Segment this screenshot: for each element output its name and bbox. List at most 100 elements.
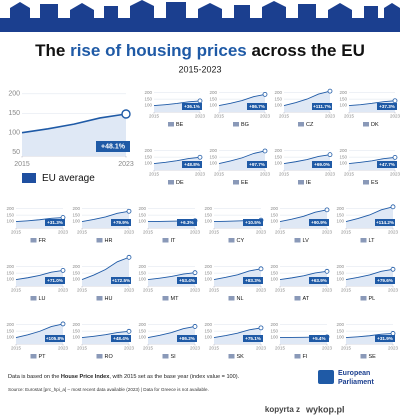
- x-tick-label: 2023: [390, 172, 400, 177]
- chart-label: HU: [105, 296, 113, 302]
- y-tick-label: 200: [336, 206, 344, 211]
- y-tick-label: 150: [6, 328, 14, 333]
- y-tick-label: 200: [204, 264, 212, 269]
- x-tick-label: 2015: [77, 346, 88, 351]
- x-tick-label: 2023: [256, 346, 267, 351]
- skyline-base: [0, 18, 400, 32]
- y-tick-label: 200: [144, 148, 152, 153]
- y-tick-label: 150: [339, 96, 347, 101]
- x-tick-label: 2015: [143, 288, 154, 293]
- line: [81, 330, 130, 339]
- y-tick-label: 150: [144, 154, 152, 159]
- y-tick-label: 150: [270, 270, 278, 275]
- y-tick-label: 200: [72, 206, 80, 211]
- logo-text: Parliament: [338, 379, 374, 386]
- x-tick-label: 2015: [279, 172, 290, 177]
- y-tick-label: 150: [336, 212, 344, 217]
- annotation: +48.4%: [113, 336, 129, 341]
- chart-label: DE: [176, 180, 184, 186]
- subtitle: 2015-2023: [178, 64, 221, 74]
- annotation: +105.8%: [46, 336, 64, 341]
- annotation: +71.0%: [47, 278, 63, 283]
- annotation-box: [377, 103, 397, 110]
- y-tick-label: 200: [72, 264, 80, 269]
- line: [348, 156, 396, 165]
- x-tick-label: 2023: [195, 172, 206, 177]
- annotation: +31.9%: [377, 336, 393, 341]
- y-tick-label: 100: [144, 103, 152, 108]
- y-tick-label: 150: [6, 270, 14, 275]
- x-tick-label: 2023: [388, 230, 399, 235]
- y-tick-label: 150: [270, 212, 278, 217]
- y-tick-label: 150: [209, 154, 217, 159]
- annotation: +48.1%: [101, 144, 126, 151]
- y-tick-label: 100: [72, 335, 80, 340]
- x-tick-label: 2015: [14, 161, 30, 168]
- end-point: [60, 321, 66, 327]
- note-part: Data is based on the: [8, 374, 61, 380]
- y-tick-label: 100: [339, 161, 347, 166]
- y-tick-label: 150: [336, 328, 344, 333]
- end-point: [258, 325, 264, 331]
- flag: [162, 296, 169, 301]
- chart-label: EU average: [42, 173, 95, 184]
- y-tick-label: 200: [336, 264, 344, 269]
- y-tick-label: 150: [8, 110, 20, 117]
- end-point: [327, 88, 333, 94]
- annotation-box: [182, 161, 202, 168]
- x-tick-label: 2023: [58, 288, 69, 293]
- annotation-box: [243, 277, 263, 284]
- house: [104, 6, 118, 18]
- annotation: +79.6%: [377, 278, 393, 283]
- annotation-box: [177, 219, 197, 226]
- x-tick-label: 2023: [190, 288, 201, 293]
- annotation-box: [247, 161, 267, 168]
- skyline: [0, 0, 400, 32]
- annotation: +63.9%: [311, 278, 327, 283]
- chart-label: BG: [241, 122, 249, 128]
- annotation: +114.2%: [376, 220, 394, 225]
- end-point: [126, 328, 132, 334]
- annotation-box: [375, 219, 395, 226]
- y-tick-label: 100: [138, 219, 146, 224]
- line: [345, 206, 394, 222]
- x-tick-label: 2023: [325, 114, 336, 119]
- x-tick-label: 2023: [58, 230, 69, 235]
- y-tick-label: 100: [6, 277, 14, 282]
- flag: [96, 296, 103, 301]
- annotation-box: [312, 161, 332, 168]
- chart-label: DK: [371, 122, 379, 128]
- flag: [228, 238, 235, 243]
- flag: [298, 180, 304, 185]
- end-point: [392, 98, 398, 104]
- house: [10, 2, 30, 18]
- annotation: +111.7%: [313, 104, 331, 109]
- line: [213, 327, 262, 339]
- annotation: +36.1%: [184, 104, 200, 109]
- y-tick-label: 150: [138, 270, 146, 275]
- y-tick-label: 100: [270, 335, 278, 340]
- chart-label: NL: [237, 296, 244, 302]
- end-point: [392, 155, 398, 160]
- x-tick-label: 2023: [124, 346, 135, 351]
- chart-label: CZ: [306, 122, 314, 128]
- y-tick-label: 150: [204, 270, 212, 275]
- y-tick-label: 200: [336, 322, 344, 327]
- y-tick-label: 200: [209, 148, 217, 153]
- flag: [294, 238, 301, 243]
- y-tick-label: 100: [209, 103, 217, 108]
- y-tick-label: 100: [72, 277, 80, 282]
- x-tick-label: 2015: [209, 288, 220, 293]
- line: [218, 93, 266, 107]
- x-tick-label: 2015: [77, 230, 88, 235]
- annotation: +48.8%: [184, 162, 200, 167]
- x-tick-label: 2015: [143, 346, 154, 351]
- logo-icon: [318, 370, 334, 384]
- flag: [30, 296, 37, 301]
- x-tick-label: 2015: [344, 172, 355, 177]
- x-tick-label: 2023: [390, 114, 400, 119]
- x-tick-label: 2015: [11, 288, 22, 293]
- y-tick-label: 100: [72, 219, 80, 224]
- chart-label: IT: [171, 238, 177, 244]
